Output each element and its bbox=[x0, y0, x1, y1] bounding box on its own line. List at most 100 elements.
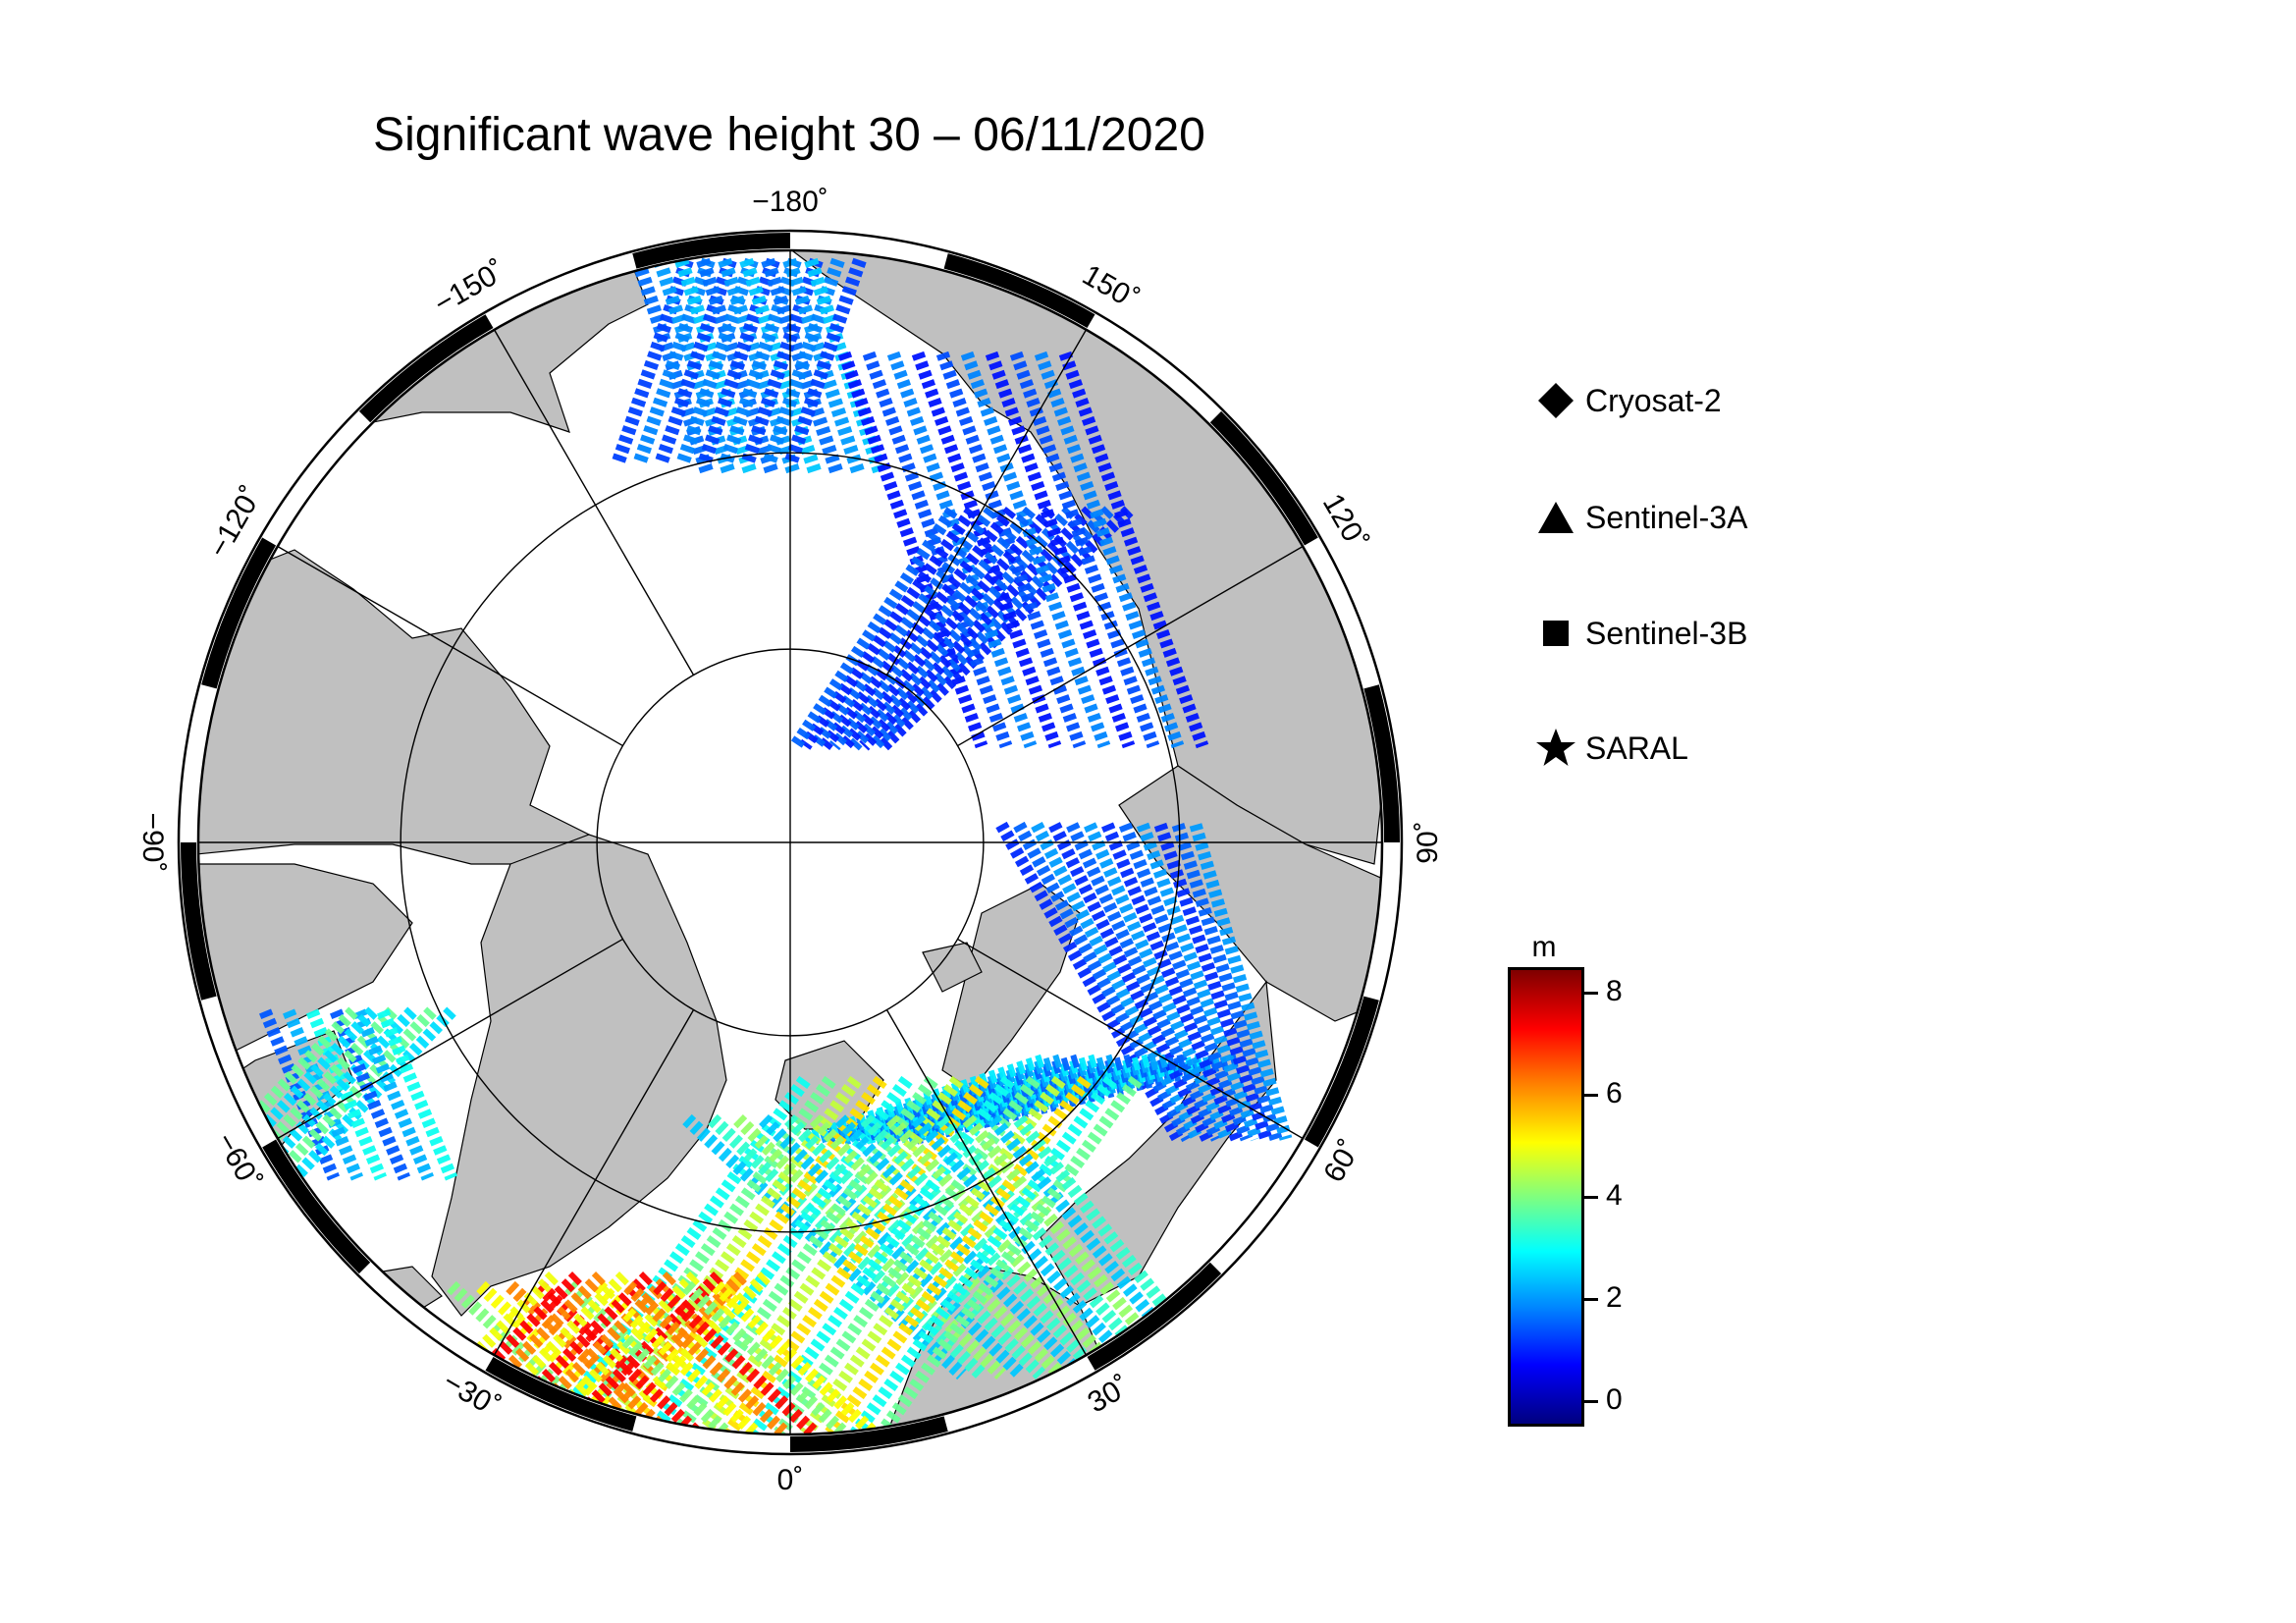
frame-segment bbox=[201, 537, 277, 689]
track-segment bbox=[809, 507, 997, 750]
track-segment bbox=[784, 257, 867, 464]
track-segment bbox=[1066, 822, 1223, 1142]
legend-label: Sentinel-3B bbox=[1585, 615, 1748, 651]
frame-segment bbox=[1304, 996, 1379, 1148]
colorbar-tick-mark bbox=[1584, 1094, 1598, 1097]
latitude-circle bbox=[400, 452, 1181, 1233]
track-segment bbox=[1013, 821, 1194, 1143]
legend-item-sentinel-3a: Sentinel-3A bbox=[1526, 493, 1747, 542]
track-segment bbox=[462, 1271, 629, 1434]
track-segment bbox=[819, 506, 1017, 751]
longitude-label: −180˚ bbox=[752, 186, 828, 218]
track-segment bbox=[988, 1114, 1203, 1380]
track-segment bbox=[564, 1280, 731, 1434]
track-segment bbox=[1136, 822, 1263, 1142]
meridian-line bbox=[885, 1009, 1088, 1356]
frame-segment bbox=[1209, 410, 1318, 546]
colorbar-tick-mark bbox=[1584, 1196, 1598, 1199]
track-segment bbox=[850, 1075, 1117, 1434]
land-novaya-zemlya bbox=[941, 883, 1081, 1091]
frame-segments bbox=[181, 233, 1400, 1452]
track-segment bbox=[1058, 351, 1209, 749]
track-segment bbox=[789, 507, 958, 750]
frame-inner-ring bbox=[196, 248, 1384, 1436]
track-segment bbox=[682, 1280, 849, 1434]
colorbar-tick-label: 6 bbox=[1606, 1077, 1623, 1109]
track-segment bbox=[741, 257, 824, 464]
track-segment bbox=[676, 257, 759, 464]
square-icon bbox=[1543, 621, 1569, 646]
meridian-line bbox=[277, 545, 623, 747]
track-segment bbox=[1118, 822, 1254, 1142]
colorbar-tick-mark bbox=[1584, 1400, 1598, 1403]
legend-label: SARAL bbox=[1585, 730, 1688, 766]
frame-segment bbox=[485, 1356, 637, 1432]
track-segment bbox=[604, 1271, 771, 1434]
longitude-label: −150˚ bbox=[429, 254, 511, 320]
frame-segment bbox=[790, 1416, 948, 1452]
track-segment bbox=[439, 1271, 606, 1434]
track-segment bbox=[885, 1114, 1125, 1380]
map-title: Significant wave height 30 – 06/11/2020 bbox=[373, 109, 1205, 161]
track-segment bbox=[860, 1114, 1105, 1380]
frame-outer-ring bbox=[177, 229, 1404, 1456]
track-segment bbox=[763, 257, 845, 464]
track-segment bbox=[682, 1113, 967, 1380]
track-segment bbox=[985, 351, 1136, 749]
triangle-icon bbox=[1538, 502, 1574, 533]
track-segment bbox=[655, 257, 737, 464]
meridian-line bbox=[885, 329, 1088, 676]
legend-label: Cryosat-2 bbox=[1585, 382, 1722, 418]
star-icon bbox=[1536, 729, 1575, 766]
colorbar-tick-mark bbox=[1584, 992, 1598, 995]
meridian-line bbox=[493, 1009, 695, 1356]
track-segment bbox=[876, 1075, 1143, 1434]
legend-item-cryosat: Cryosat-2 bbox=[1526, 376, 1722, 425]
meridian-line bbox=[957, 545, 1304, 747]
track-segment bbox=[960, 351, 1111, 749]
track-segment bbox=[879, 506, 1134, 751]
longitude-label: 90˚ bbox=[1412, 821, 1444, 863]
track-segment bbox=[509, 1271, 676, 1434]
longitude-label: −60˚ bbox=[209, 1127, 267, 1195]
track-segment bbox=[1100, 822, 1244, 1142]
track-segment bbox=[784, 1114, 1045, 1380]
land-franz-josef bbox=[922, 942, 983, 993]
meridian-line bbox=[493, 329, 695, 676]
track-segment bbox=[759, 1114, 1026, 1380]
frame-segment bbox=[262, 1139, 371, 1274]
track-segment bbox=[623, 1280, 790, 1434]
track-segment bbox=[486, 1271, 653, 1434]
frame-segment bbox=[1363, 684, 1400, 842]
legend-item-sentinel-3b: Sentinel-3B bbox=[1526, 609, 1747, 658]
longitude-label: 60˚ bbox=[1317, 1135, 1366, 1188]
track-segment bbox=[653, 1280, 820, 1434]
track-segment bbox=[799, 507, 978, 750]
track-segment bbox=[612, 257, 694, 464]
track-segment bbox=[859, 506, 1095, 751]
frame-segment bbox=[943, 253, 1095, 329]
colorbar-tick-label: 4 bbox=[1606, 1179, 1623, 1212]
frame-segment bbox=[1087, 1262, 1222, 1371]
longitude-label: 30˚ bbox=[1083, 1370, 1136, 1419]
track-segment bbox=[911, 1114, 1145, 1380]
colorbar-unit: m bbox=[1531, 931, 1557, 963]
latitude-circle bbox=[596, 648, 985, 1037]
track-segment bbox=[712, 1280, 879, 1434]
legend-label: Sentinel-3A bbox=[1585, 499, 1748, 535]
track-segment bbox=[829, 506, 1036, 751]
track-segment bbox=[1034, 351, 1185, 749]
track-segment bbox=[633, 257, 716, 464]
track-segment bbox=[290, 1006, 456, 1183]
track-segment bbox=[594, 1280, 761, 1434]
land-taymyr bbox=[1118, 765, 1382, 1022]
track-segment bbox=[911, 351, 1062, 749]
track-segment bbox=[533, 1271, 700, 1434]
track-segment bbox=[506, 1280, 672, 1434]
track-segment bbox=[1084, 822, 1233, 1142]
track-segment bbox=[376, 1008, 458, 1181]
track-segment bbox=[698, 257, 780, 464]
track-segment bbox=[580, 1271, 747, 1434]
track-segment bbox=[415, 1271, 582, 1434]
meridian-line bbox=[957, 938, 1304, 1140]
